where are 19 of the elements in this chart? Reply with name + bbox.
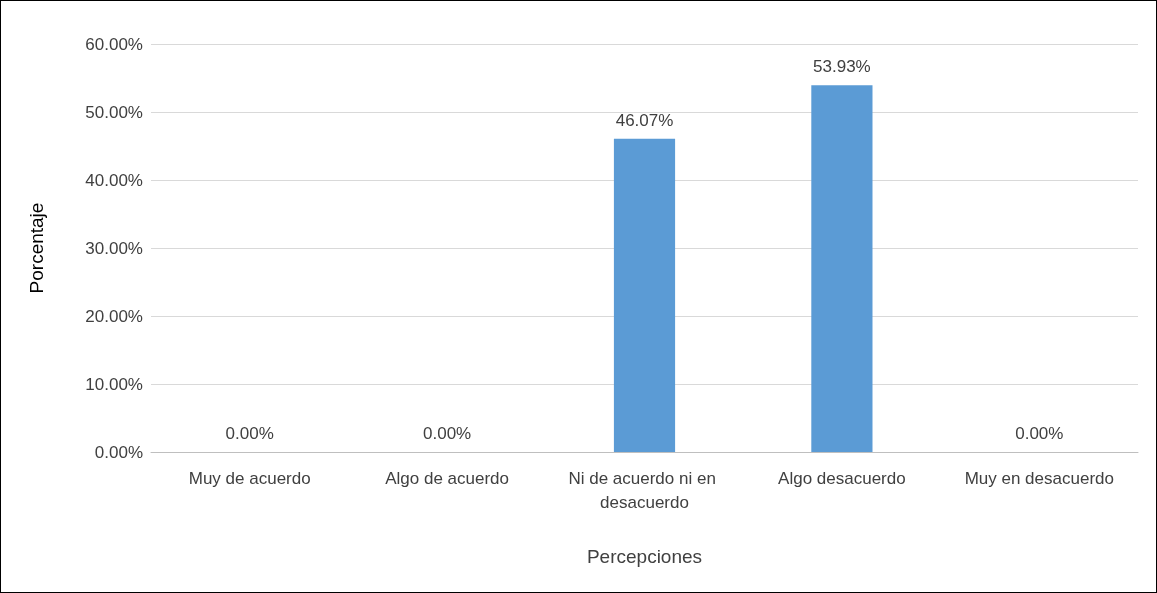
y-axis-title: Porcentaje [26, 202, 47, 294]
y-tick-label: 40.00% [85, 170, 143, 190]
y-tick-label: 30.00% [85, 238, 143, 258]
x-tick-label: Algo desacuerdo [778, 468, 906, 488]
data-label: 0.00% [225, 424, 274, 443]
y-tick-label: 50.00% [85, 102, 143, 122]
data-label: 46.07% [615, 110, 674, 130]
y-tick-label: 60.00% [85, 34, 143, 54]
x-tick-label: Ni de acuerdo ni en desacuerdo [568, 468, 721, 512]
data-label: 53.93% [813, 57, 871, 77]
x-axis-title: Percepciones [586, 546, 703, 567]
y-tick-label: 10.00% [85, 374, 143, 394]
x-tick-label: Algo de acuerdo [385, 468, 510, 488]
x-tick-label: Muy de acuerdo [188, 468, 311, 488]
x-tick-label: Muy en desacuerdo [964, 468, 1114, 488]
y-tick-label: 20.00% [85, 306, 143, 326]
data-label: 0.00% [423, 424, 472, 443]
data-label: 0.00% [1015, 424, 1064, 443]
y-tick-label: 0.00% [94, 442, 143, 462]
